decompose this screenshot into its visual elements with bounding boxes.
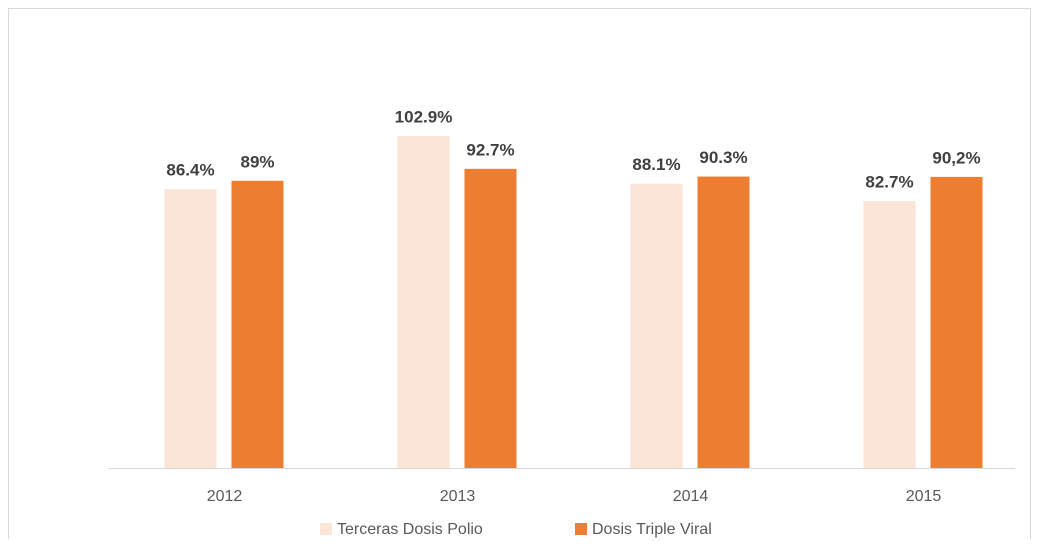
data-label: 88.1% — [632, 155, 680, 174]
legend-swatch — [575, 523, 587, 535]
bar — [697, 176, 750, 468]
bar — [863, 201, 916, 468]
bar — [397, 135, 450, 468]
data-label: 92.7% — [466, 140, 514, 159]
legend-label: Dosis Triple Viral — [592, 521, 712, 538]
bar — [164, 189, 217, 468]
x-tick-label: 2015 — [906, 488, 942, 505]
x-tick-label: 2013 — [440, 488, 476, 505]
x-tick-label: 2014 — [673, 488, 709, 505]
data-label: 82.7% — [865, 173, 913, 192]
x-tick-label: 2012 — [207, 488, 243, 505]
data-label: 89% — [240, 152, 274, 171]
bar — [630, 183, 683, 468]
data-label: 90,2% — [932, 148, 980, 167]
data-label: 90.3% — [699, 148, 747, 167]
legend-swatch — [320, 523, 332, 535]
bar — [464, 168, 517, 468]
bar — [231, 180, 284, 469]
data-label: 86.4% — [166, 161, 214, 180]
legend-label: Terceras Dosis Polio — [337, 521, 483, 538]
data-label: 102.9% — [395, 107, 453, 126]
bar — [930, 176, 983, 468]
